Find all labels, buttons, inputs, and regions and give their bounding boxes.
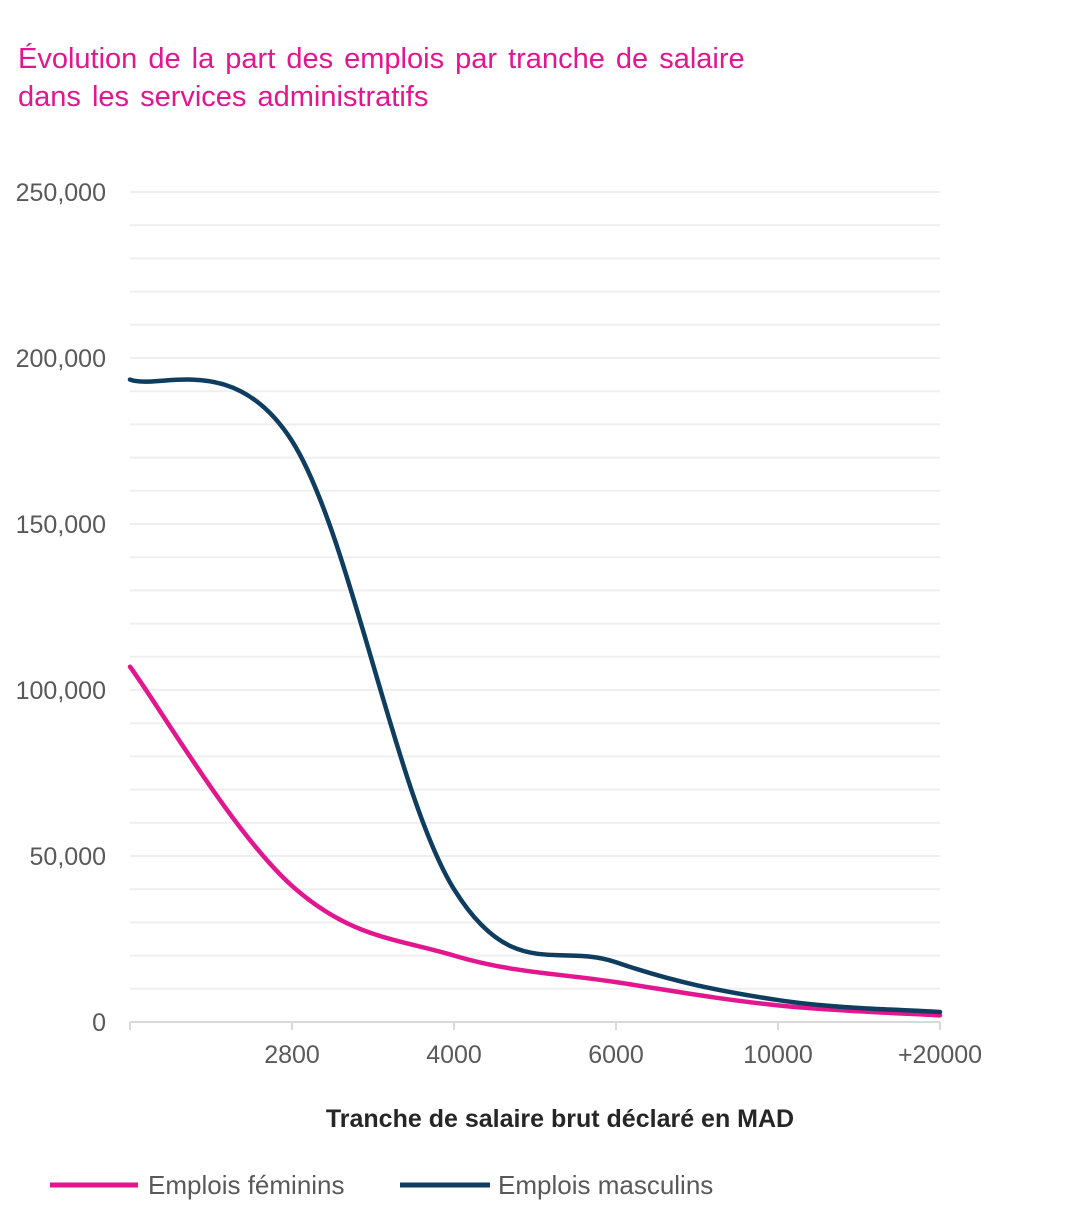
y-tick-label: 100,000 xyxy=(16,677,106,705)
y-tick-label: 150,000 xyxy=(16,511,106,539)
x-tick-label: +20000 xyxy=(898,1041,982,1069)
series-line-feminins xyxy=(127,664,943,1018)
x-tick-label: 10000 xyxy=(743,1041,813,1069)
y-tick-label: 200,000 xyxy=(16,345,106,373)
x-tick-label: 2800 xyxy=(264,1041,320,1069)
chart-title-line-1: Évolution de la part des emplois par tra… xyxy=(18,43,745,75)
y-axis-ticks: 0 50,000 100,000 150,000 200,000 250,000 xyxy=(16,179,106,1037)
x-axis-ticks: 2800 4000 6000 10000 +20000 xyxy=(129,1022,982,1069)
gridlines xyxy=(130,191,940,990)
y-tick-label: 50,000 xyxy=(30,843,106,871)
x-tick-label: 6000 xyxy=(588,1041,644,1069)
x-axis-label: Tranche de salaire brut déclaré en MAD xyxy=(326,1105,794,1133)
y-tick-label: 250,000 xyxy=(16,179,106,207)
series-line-masculins xyxy=(127,377,943,1015)
series-lines xyxy=(127,377,943,1018)
legend-label-feminins: Emplois féminins xyxy=(148,1170,345,1200)
legend: Emplois féminins Emplois masculins xyxy=(50,1170,713,1200)
x-tick-label: 4000 xyxy=(426,1041,482,1069)
y-tick-label: 0 xyxy=(92,1009,106,1037)
chart-title-line-2: dans les services administratifs xyxy=(18,81,429,113)
chart-title: Évolution de la part des emplois par tra… xyxy=(18,40,745,116)
legend-label-masculins: Emplois masculins xyxy=(498,1170,713,1200)
